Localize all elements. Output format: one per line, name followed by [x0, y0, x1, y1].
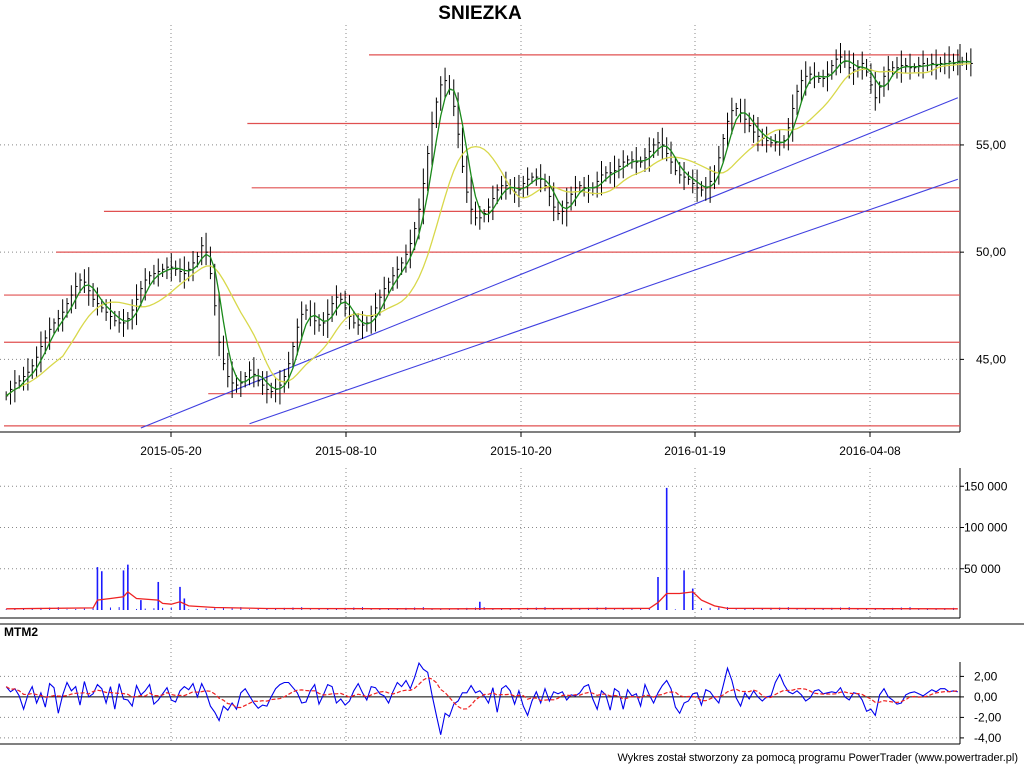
- mtm-y-tick-label: 2,00: [974, 669, 998, 683]
- volume-panel: 50 000 100 000 150 000: [0, 468, 1008, 619]
- trendline: [140, 97, 959, 429]
- mtm-y-tick-label: 0,00: [974, 690, 998, 704]
- footer-credit: Wykres został stworzony za pomocą progra…: [617, 752, 1018, 764]
- volume-y-tick-label: 150 000: [964, 479, 1008, 493]
- price-x-tick-label: 2016-04-08: [839, 444, 901, 458]
- volume-average-line: [6, 591, 958, 610]
- ma-short-line: [5, 60, 971, 397]
- mtm-line: [5, 661, 958, 735]
- mtm-panel: MTM2 -4,00 -2,00 0,00 2,00: [0, 623, 1024, 745]
- chart-title: SNIEZKA: [438, 3, 522, 24]
- price-y-tick-label: 55,00: [976, 138, 1006, 152]
- price-y-tick-label: 50,00: [976, 245, 1006, 259]
- ma-long-line: [5, 62, 971, 397]
- mtm-signal-line: [5, 676, 958, 710]
- price-panel: 45,00 50,00 55,00 2015-05-20 2015-08-10 2015-…: [0, 25, 1006, 458]
- trendline: [249, 178, 959, 425]
- volume-y-tick-label: 100 000: [964, 521, 1008, 535]
- mtm-y-tick-label: -4,00: [974, 731, 1002, 745]
- mtm-panel-label: MTM2: [4, 625, 38, 639]
- price-y-tick-label: 45,00: [976, 352, 1006, 366]
- price-x-tick-label: 2015-05-20: [140, 444, 202, 458]
- price-x-tick-label: 2015-08-10: [315, 444, 377, 458]
- price-x-tick-label: 2016-01-19: [664, 444, 726, 458]
- mtm-y-tick-label: -2,00: [974, 710, 1002, 724]
- price-x-tick-label: 2015-10-20: [490, 444, 552, 458]
- volume-y-tick-label: 50 000: [964, 562, 1001, 576]
